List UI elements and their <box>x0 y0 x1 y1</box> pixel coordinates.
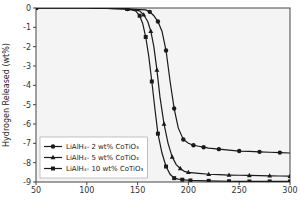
series-marker <box>162 121 167 125</box>
y-tick-label: -1 <box>23 23 31 32</box>
series-marker <box>156 132 160 136</box>
y-axis-label: Hydrogen Released (wt%) <box>2 43 11 147</box>
series-marker <box>180 178 184 182</box>
legend-marker <box>51 144 55 148</box>
y-tick-label: -9 <box>23 178 31 187</box>
series-line <box>36 8 290 176</box>
legend-marker <box>51 167 55 171</box>
x-tick-label: 100 <box>79 186 94 195</box>
series-marker <box>288 179 290 182</box>
y-tick-label: -5 <box>23 101 31 110</box>
series-marker <box>201 145 205 149</box>
series-marker <box>206 172 211 176</box>
legend-label: LiAlH₄- 5 wt% CoTiO₃ <box>66 154 139 162</box>
series-marker <box>36 8 38 10</box>
series-marker <box>141 12 146 16</box>
series-marker <box>186 170 191 174</box>
x-tick-label: 50 <box>31 186 41 195</box>
series-marker <box>217 147 221 151</box>
series-marker <box>150 79 154 83</box>
series-marker <box>288 174 290 178</box>
y-tick-label: -4 <box>23 81 31 90</box>
series-marker <box>178 166 183 170</box>
series-marker <box>172 176 176 180</box>
y-tick-label: -7 <box>23 139 31 148</box>
x-tick-label: 250 <box>232 186 247 195</box>
series-marker <box>247 173 252 177</box>
x-tick-label: 150 <box>130 186 145 195</box>
series-marker <box>207 179 211 182</box>
y-tick-label: -6 <box>23 120 31 129</box>
series-marker <box>36 8 38 10</box>
series-marker <box>172 106 176 110</box>
series-marker <box>191 143 195 147</box>
series-marker <box>268 179 272 182</box>
series-marker <box>227 172 232 176</box>
series-marker <box>125 8 129 11</box>
chart: 50 100 150 200 250 300 0 -1 -2 -3 -4 -5 -6 -7 -8 -9 Hydr… <box>0 0 300 200</box>
y-tick-label: -3 <box>23 62 31 71</box>
series-marker <box>148 29 153 33</box>
series-marker <box>148 10 152 14</box>
series-marker <box>267 173 272 177</box>
series-marker <box>188 178 192 182</box>
series-marker <box>257 150 261 154</box>
y-tick-label: 0 <box>26 4 31 13</box>
plot-frame <box>36 8 290 182</box>
series-group <box>36 8 290 182</box>
series-marker <box>154 67 159 71</box>
legend: LiAlH₄- 2 wt% CoTiO₃ LiAlH₄- 5 wt% CoTiO₃… <box>40 137 147 178</box>
series-marker <box>125 8 129 11</box>
series-line <box>36 8 290 153</box>
series-marker <box>237 149 241 153</box>
x-tick-label: 300 <box>282 186 297 195</box>
series-marker <box>181 137 185 141</box>
series-marker <box>156 19 160 23</box>
series-marker <box>138 14 142 18</box>
series-line <box>36 8 290 181</box>
series-marker <box>170 154 175 158</box>
plot-background <box>36 8 290 182</box>
legend-box <box>40 137 147 178</box>
legend-marker <box>51 155 56 159</box>
y-tick-label: -8 <box>23 159 31 168</box>
series-marker <box>164 48 168 52</box>
legend-label: LiAlH₄- 10 wt% CoTiO₃ <box>66 165 144 173</box>
series-marker <box>164 165 168 169</box>
legend-label: LiAlH₄- 2 wt% CoTiO₃ <box>66 143 139 151</box>
y-tick-label: -2 <box>23 43 31 52</box>
series-marker <box>278 150 282 154</box>
x-tick-label: 200 <box>181 186 196 195</box>
series-marker <box>125 8 130 11</box>
series-marker <box>227 179 231 182</box>
series-marker <box>247 179 251 182</box>
series-marker <box>144 35 148 39</box>
